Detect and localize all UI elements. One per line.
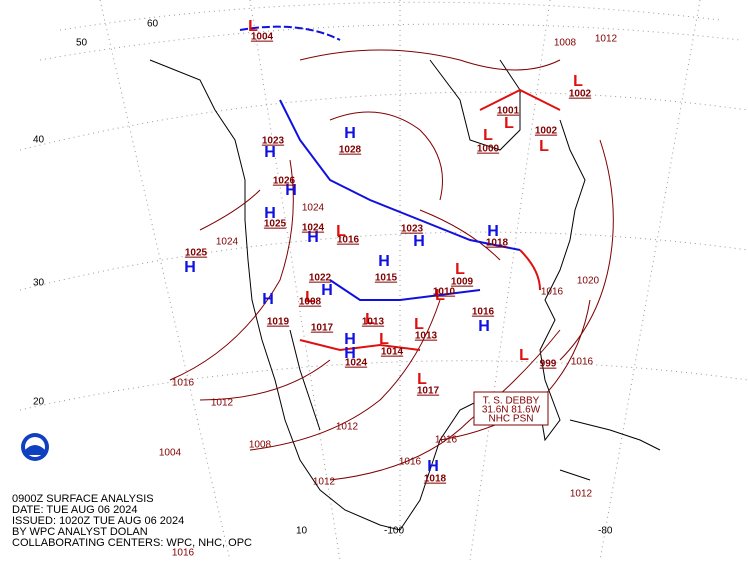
high-symbol: H (413, 233, 425, 250)
high-pressure: 1022 (309, 273, 332, 284)
high-symbol: H (378, 253, 390, 270)
high-pressure: 1024 (345, 358, 368, 369)
isobar-label: 1008 (249, 440, 272, 451)
low-symbol: L (435, 287, 445, 304)
low-pressure: 1014 (381, 347, 404, 358)
low-pressure: 1008 (299, 297, 322, 308)
caption-line: 0900Z SURFACE ANALYSIS (12, 493, 154, 505)
isobar-label: 1016 (172, 548, 195, 559)
isobar-label: 1024 (302, 203, 325, 214)
high-pressure: 1024 (302, 223, 325, 234)
high-symbol: H (264, 205, 276, 222)
low-pressure: 1001 (497, 106, 520, 117)
isobar-label: 1012 (336, 422, 359, 433)
lon-label: -80 (598, 526, 613, 537)
isobar-label: 1016 (541, 287, 564, 298)
isobar-label: 1012 (313, 477, 336, 488)
high-pressure: 1019 (267, 317, 290, 328)
low-symbol: L (455, 261, 465, 278)
high-pressure: 1016 (472, 307, 495, 318)
isobar-label: 1016 (172, 378, 195, 389)
high-pressure: 1023 (262, 136, 285, 147)
high-symbol: H (478, 318, 490, 335)
low-symbol: L (504, 115, 514, 132)
high-symbol: H (344, 331, 356, 348)
low-symbol: L (539, 138, 549, 155)
lat-label: 50 (76, 38, 88, 49)
low-symbol: L (305, 289, 315, 306)
high-symbol: H (344, 345, 356, 362)
caption-line: DATE: TUE AUG 06 2024 (12, 504, 138, 516)
high-symbol: H (264, 144, 276, 161)
lat-label: 40 (33, 135, 45, 146)
low-pressure: 1010 (433, 287, 456, 298)
low-pressure: 999 (540, 359, 557, 370)
lat-label: 20 (33, 397, 45, 408)
low-symbol: L (248, 18, 258, 35)
high-pressure: 1028 (339, 145, 362, 156)
low-pressure: 1000 (477, 144, 500, 155)
lat-label: 30 (33, 278, 45, 289)
low-pressure: 1002 (535, 126, 558, 137)
isobar-label: 1012 (595, 34, 618, 45)
low-symbol: L (519, 347, 529, 364)
caption-line: BY WPC ANALYST DOLAN (12, 526, 148, 538)
low-symbol: L (417, 371, 427, 388)
high-symbol: H (427, 458, 439, 475)
isobars (169, 49, 614, 481)
high-symbol: H (307, 229, 319, 246)
isobar-label: 1020 (577, 276, 600, 287)
low-pressure: 1009 (451, 277, 474, 288)
storm-box (473, 391, 549, 426)
low-pressure: 1004 (251, 32, 274, 43)
lon-label: 10 (296, 526, 308, 537)
low-pressure: 1013 (362, 317, 385, 328)
low-pressure: 1016 (337, 235, 360, 246)
caption-line: ISSUED: 1020Z TUE AUG 06 2024 (12, 515, 184, 527)
high-symbol: H (262, 291, 274, 308)
storm-label: T. S. DEBBY (483, 396, 540, 407)
high-pressure: 1025 (264, 219, 287, 230)
isobar-label: 1016 (435, 435, 458, 446)
low-symbol: L (365, 311, 375, 328)
storm-label: NHC PSN (488, 414, 533, 425)
isobar-label: 1004 (159, 448, 182, 459)
high-pressure: 1017 (311, 323, 334, 334)
high-pressure: 1018 (424, 474, 447, 485)
isobar-label: 1024 (216, 237, 239, 248)
isobar-label: 1012 (570, 489, 593, 500)
high-pressure: 1015 (375, 273, 398, 284)
high-pressure: 1023 (401, 224, 424, 235)
low-symbol: L (573, 73, 583, 90)
lon-label: -100 (384, 526, 404, 537)
isobar-label: 1016 (571, 357, 594, 368)
low-pressure: 1017 (417, 386, 440, 397)
lat-label: 60 (147, 19, 159, 30)
high-pressure: 1026 (273, 176, 296, 187)
low-symbol: L (414, 316, 424, 333)
isobar-label: 1012 (211, 398, 234, 409)
high-pressure: 1025 (185, 248, 208, 259)
storm-label: 31.6N 81.6W (482, 405, 541, 416)
low-symbol: L (483, 127, 493, 144)
high-pressure: 1018 (486, 238, 509, 249)
noaa-logo (21, 433, 49, 461)
high-symbol: H (321, 282, 333, 299)
fronts (239, 25, 561, 352)
coastlines (149, 59, 661, 531)
isobar-label: 1016 (399, 457, 422, 468)
low-pressure: 1002 (569, 89, 592, 100)
low-pressure: 1013 (415, 331, 438, 342)
high-symbol: H (184, 259, 196, 276)
graticule (19, 0, 748, 561)
low-symbol: L (379, 331, 389, 348)
high-symbol: H (487, 223, 499, 240)
caption-line: COLLABORATING CENTERS: WPC, NHC, OPC (12, 537, 252, 549)
low-symbol: L (336, 223, 346, 240)
high-symbol: H (285, 182, 297, 199)
isobar-label: 1008 (554, 38, 577, 49)
high-symbol: H (344, 125, 356, 142)
